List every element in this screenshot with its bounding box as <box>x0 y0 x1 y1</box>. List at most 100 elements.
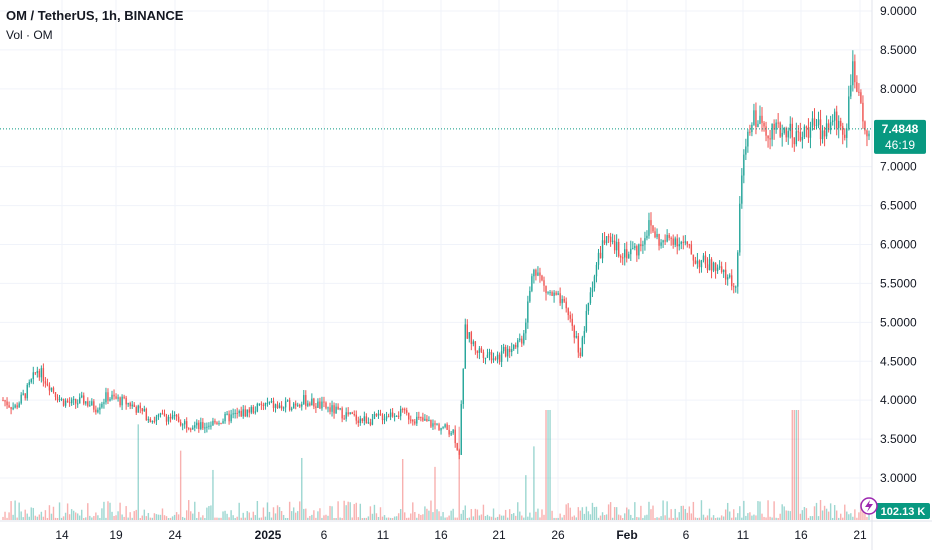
volume-bar <box>504 509 507 520</box>
volume-bar <box>414 512 416 520</box>
volume-bar <box>268 511 271 520</box>
candle-body <box>4 400 6 402</box>
volume-bar <box>793 410 796 520</box>
volume-bar <box>541 509 543 520</box>
candle-body <box>494 358 497 360</box>
volume-bar <box>410 513 412 520</box>
candle-body <box>462 368 464 405</box>
candle-body <box>183 421 186 425</box>
volume-bar <box>850 513 852 520</box>
candle-body <box>260 403 263 405</box>
x-tick-label: 19 <box>109 528 123 542</box>
volume-bar <box>688 506 691 520</box>
candle-body <box>634 246 636 249</box>
volume-bar <box>307 517 309 520</box>
candle-body <box>825 123 828 137</box>
candle-body <box>652 225 654 232</box>
volume-bar <box>395 516 398 520</box>
candle-body <box>375 413 378 416</box>
candle-body <box>381 415 384 421</box>
volume-bar <box>460 513 462 520</box>
candle-body <box>500 351 503 362</box>
volume-bar <box>531 517 533 520</box>
volume-bar <box>791 410 793 520</box>
volume-bar <box>543 514 545 520</box>
volume-bar <box>301 457 303 520</box>
candle-body <box>299 404 301 407</box>
last-price-badge <box>874 119 926 154</box>
volume-bar <box>2 516 4 520</box>
candle-body <box>301 404 303 407</box>
candle-body <box>492 358 495 361</box>
candle-body <box>107 392 109 401</box>
volume-bar <box>256 500 259 520</box>
volume-bar <box>147 512 150 520</box>
candle-body <box>430 420 432 427</box>
candle-body <box>228 413 230 422</box>
candle-body <box>133 404 135 408</box>
candle-body <box>194 425 196 428</box>
candle-body <box>775 122 777 130</box>
candle-body <box>630 248 632 255</box>
volume-bar <box>210 505 212 520</box>
candle-body <box>811 118 814 128</box>
volume-bar <box>385 517 388 520</box>
volume-bar <box>537 508 539 520</box>
volume-bar <box>48 505 51 520</box>
candle-body <box>749 131 751 133</box>
candle-body <box>70 399 73 404</box>
volume-bar <box>361 517 364 520</box>
candle-body <box>385 416 388 419</box>
volume-bar <box>809 516 812 520</box>
volume-bar <box>236 516 238 520</box>
volume-bar <box>559 513 561 520</box>
candle-body <box>704 255 707 265</box>
candle-body <box>805 126 808 128</box>
volume-bar <box>492 508 495 520</box>
volume-bar <box>117 511 119 520</box>
volume-bar <box>250 517 253 520</box>
volume-bar <box>442 512 444 520</box>
volume-bar <box>862 508 864 520</box>
candle-body <box>565 301 567 309</box>
candle-body <box>852 61 854 86</box>
volume-bar <box>622 518 624 520</box>
volume-bar <box>844 504 846 520</box>
candle-body <box>809 127 812 138</box>
candle-body <box>428 420 430 422</box>
candle-body <box>622 257 624 259</box>
candle-body <box>589 292 592 303</box>
volume-bar <box>32 507 34 520</box>
candle-body <box>64 400 67 406</box>
volume-bar <box>866 516 868 520</box>
volume-bar <box>194 501 196 520</box>
volume-bar <box>821 510 824 520</box>
candle-body <box>678 244 680 247</box>
candle-body <box>813 118 816 126</box>
candle-body <box>410 419 412 421</box>
volume-bar <box>357 517 359 520</box>
volume-bar <box>204 517 206 520</box>
candle-body <box>862 102 864 122</box>
candle-body <box>561 298 563 304</box>
volume-bar <box>192 513 194 520</box>
candle-body <box>777 122 779 124</box>
candle-body <box>181 424 184 426</box>
candle-body <box>694 260 697 264</box>
volume-bar <box>216 517 218 520</box>
candle-body <box>829 122 832 131</box>
candle-body <box>761 115 763 123</box>
candle-body <box>700 260 703 268</box>
candle-body <box>593 276 596 288</box>
volume-bar <box>242 512 244 520</box>
volume-bar <box>125 506 127 520</box>
candle-body <box>648 220 650 236</box>
volume-bar <box>284 517 287 520</box>
volume-bar <box>379 507 382 520</box>
volume-bar <box>745 515 747 520</box>
volume-bar <box>200 517 202 520</box>
volume-bar <box>406 517 408 520</box>
candle-body <box>706 264 709 271</box>
volume-bar <box>464 505 466 520</box>
